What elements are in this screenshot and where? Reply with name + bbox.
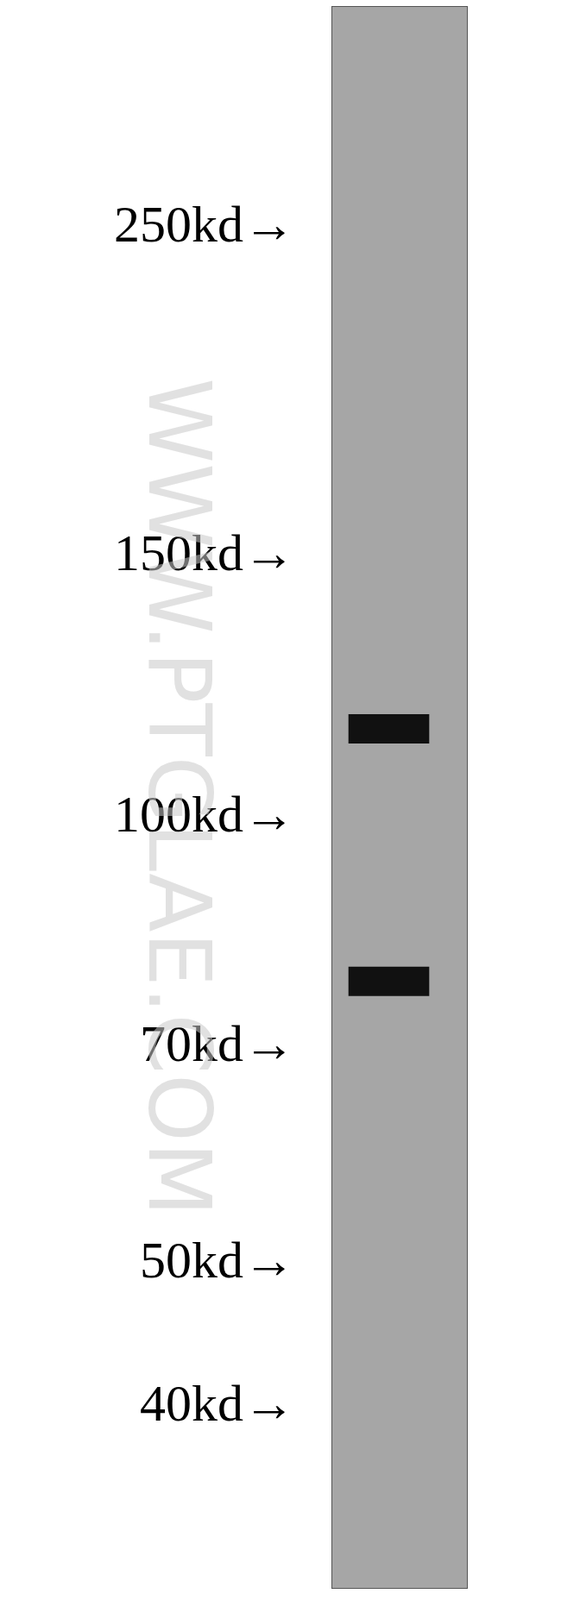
svg-text:100kd→: 100kd→ — [113, 786, 296, 844]
svg-text:70kd→: 70kd→ — [139, 1015, 296, 1073]
svg-text:250kd→: 250kd→ — [113, 195, 296, 253]
svg-text:40kd→: 40kd→ — [139, 1375, 296, 1433]
svg-text:50kd→: 50kd→ — [139, 1232, 296, 1290]
svg-text:150kd→: 150kd→ — [113, 524, 296, 582]
svg-text:WWW.PTGLAE.COM: WWW.PTGLAE.COM — [128, 378, 230, 1217]
